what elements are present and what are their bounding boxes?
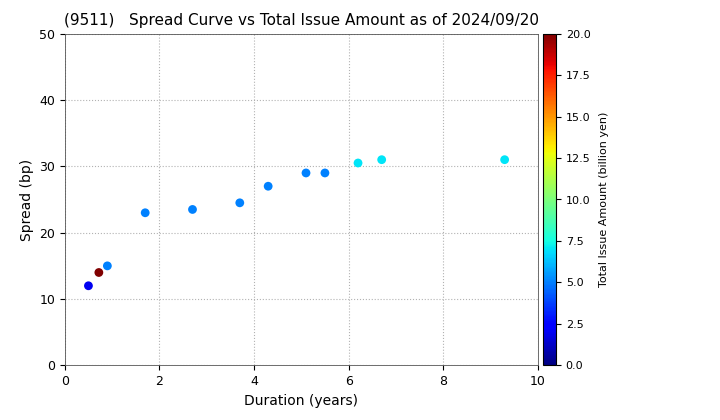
Point [262,183,274,189]
Point [376,156,387,163]
Point [186,206,198,213]
Point [83,282,94,289]
Point [234,200,246,206]
Point [499,156,510,163]
Point [93,269,104,276]
Point [300,170,312,176]
Y-axis label: Total Issue Amount (billion yen): Total Issue Amount (billion yen) [599,112,609,287]
Point [352,160,364,166]
Point [102,262,113,269]
Point [319,170,330,176]
Y-axis label: Spread (bp): Spread (bp) [19,158,34,241]
Point [140,210,151,216]
X-axis label: Duration (years): Duration (years) [244,394,359,408]
Title: (9511)   Spread Curve vs Total Issue Amount as of 2024/09/20: (9511) Spread Curve vs Total Issue Amoun… [64,13,539,28]
